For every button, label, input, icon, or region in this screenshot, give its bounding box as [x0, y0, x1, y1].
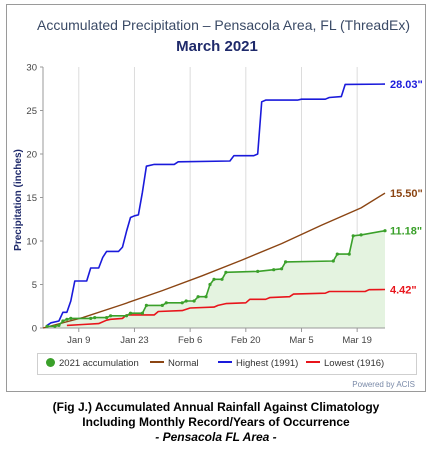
point-2021-1[interactable] [53, 324, 57, 328]
x-tick-label-1: Jan 23 [120, 335, 149, 346]
end-label-normal: 15.50" [390, 188, 423, 200]
point-2021-26[interactable] [272, 268, 276, 272]
point-2021-21[interactable] [208, 282, 212, 287]
y-tick-label-2: 10 [26, 237, 37, 248]
chart-legend: 2021 accumulation Normal Highest (1991) … [37, 353, 417, 375]
point-2021-33[interactable] [359, 233, 363, 237]
point-2021-31[interactable] [347, 252, 351, 256]
legend-label-lowest: Lowest (1916) [324, 358, 385, 369]
legend-marker-highest [218, 361, 232, 363]
y-tick-label-3: 15 [26, 193, 37, 204]
header-title: Accumulated Precipitation – Pensacola Ar… [37, 17, 411, 33]
legend-item-highest[interactable]: Highest (1991) [218, 358, 298, 369]
x-tick-label-0: Jan 9 [67, 335, 90, 346]
legend-marker-2021 [46, 358, 55, 367]
point-2021-17[interactable] [184, 299, 188, 303]
point-2021-14[interactable] [160, 303, 164, 307]
caption-line-1: (Fig J.) Accumulated Annual Rainfall Aga… [52, 400, 380, 414]
point-2021-29[interactable] [331, 259, 335, 263]
legend-item-2021[interactable]: 2021 accumulation [46, 358, 139, 369]
end-label-lowest: 4.42" [390, 285, 417, 297]
y-tick-label-0: 0 [32, 324, 37, 335]
caption-line-3: - Pensacola FL Area - [155, 430, 277, 444]
y-tick-label-1: 5 [32, 280, 37, 291]
point-2021-16[interactable] [180, 301, 184, 305]
point-2021-24[interactable] [224, 270, 228, 274]
chart-frame: Accumulated Precipitation – Pensacola Ar… [6, 4, 426, 392]
point-2021-0[interactable] [45, 324, 49, 328]
legend-item-lowest[interactable]: Lowest (1916) [306, 358, 384, 369]
point-2021-27[interactable] [280, 267, 284, 271]
chart-title: March 2021 [176, 38, 258, 55]
series-line-lowest[interactable] [66, 288, 386, 327]
point-2021-12[interactable] [140, 311, 144, 315]
point-2021-5[interactable] [69, 316, 73, 320]
legend-item-normal[interactable]: Normal [150, 358, 199, 369]
point-2021-23[interactable] [220, 277, 224, 281]
x-tick-label-4: Mar 5 [289, 335, 313, 346]
x-tick-label-3: Feb 20 [231, 335, 261, 346]
chart-plot: Jan 9 Jan 23 Feb 6 Feb 20 Mar 5 Mar 19 0 5 10 15 2… [13, 63, 423, 347]
end-label-2021: 11.18" [390, 226, 422, 238]
point-2021-3[interactable] [61, 319, 65, 323]
y-tick-label-5: 25 [26, 106, 37, 117]
y-tick-label-6: 30 [26, 63, 37, 74]
point-2021-4[interactable] [65, 317, 69, 321]
legend-marker-lowest [306, 361, 320, 363]
point-2021-20[interactable] [204, 295, 208, 299]
point-2021-28[interactable] [284, 260, 288, 264]
point-2021-32[interactable] [351, 234, 355, 238]
series-line-normal[interactable] [42, 192, 386, 329]
point-2021-15[interactable] [164, 301, 168, 305]
end-label-highest: 28.03" [390, 79, 423, 91]
point-2021-10[interactable] [124, 314, 129, 318]
point-2021-18[interactable] [192, 299, 196, 303]
y-axis-label: Precipitation (inches) [13, 149, 24, 251]
point-2021-9[interactable] [109, 314, 113, 318]
caption-line-2: Including Monthly Record/Years of Occurr… [82, 415, 350, 429]
point-2021-13[interactable] [144, 303, 148, 307]
y-tick-label-4: 20 [26, 150, 37, 161]
point-2021-22[interactable] [212, 277, 216, 281]
legend-marker-normal [150, 361, 164, 363]
powered-by-credit: Powered by ACIS [352, 380, 415, 389]
series-line-highest[interactable] [46, 83, 386, 327]
legend-label-normal: Normal [168, 358, 199, 369]
point-2021-19[interactable] [196, 295, 200, 299]
point-2021-25[interactable] [256, 269, 260, 273]
point-2021-11[interactable] [128, 311, 133, 315]
point-2021-8[interactable] [105, 316, 109, 320]
x-tick-label-2: Feb 6 [178, 335, 202, 346]
point-2021-30[interactable] [335, 252, 339, 256]
point-2021-34[interactable] [383, 229, 387, 233]
x-tick-label-5: Mar 19 [342, 335, 372, 346]
point-2021-7[interactable] [93, 316, 97, 320]
figure-caption: (Fig J.) Accumulated Annual Rainfall Aga… [0, 400, 432, 445]
legend-label-2021: 2021 accumulation [59, 358, 139, 369]
legend-label-highest: Highest (1991) [236, 358, 299, 369]
point-2021-2[interactable] [57, 323, 61, 327]
point-2021-6[interactable] [89, 316, 93, 320]
